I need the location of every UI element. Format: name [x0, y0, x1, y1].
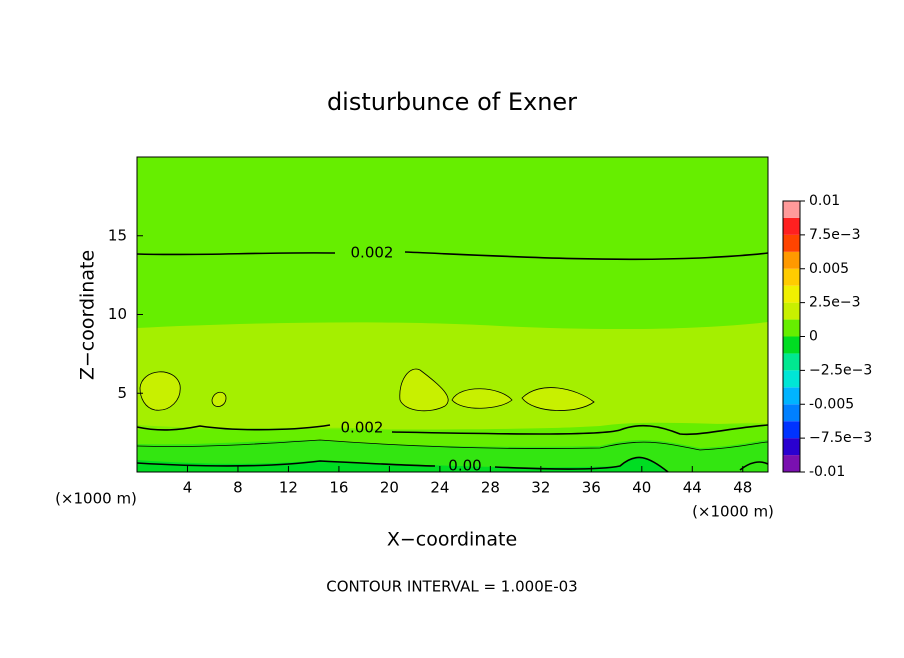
- colorbar-swatch: [783, 353, 800, 371]
- colorbar-tick-label: -0.005: [809, 396, 854, 412]
- contour-field: [136, 157, 769, 473]
- x-tick-label: 8: [233, 479, 243, 497]
- colorbar-tick-label: 0.01: [809, 193, 840, 209]
- field-region: [212, 392, 226, 407]
- x-tick-label: 4: [183, 479, 193, 497]
- colorbar-swatch: [783, 370, 800, 388]
- x-tick-label: 28: [481, 479, 500, 497]
- x-unit: (×1000 m): [692, 503, 774, 521]
- colorbar-swatch: [783, 251, 800, 269]
- x-tick-label: 32: [531, 479, 550, 497]
- colorbar-tick-label: 0.005: [809, 261, 849, 277]
- colorbar-swatch: [783, 201, 800, 218]
- colorbar-tick-label: −7.5e−3: [809, 430, 872, 446]
- contour-label: 0.00: [448, 457, 481, 475]
- x-tick-label: 20: [380, 479, 399, 497]
- field-region: [140, 371, 181, 411]
- x-tick-label: 40: [632, 479, 651, 497]
- x-tick-label: 16: [329, 479, 348, 497]
- x-tick-label: 44: [683, 479, 702, 497]
- colorbar-swatch: [783, 336, 800, 354]
- colorbar-swatch: [783, 421, 800, 439]
- colorbar-swatch: [783, 319, 800, 337]
- colorbar-tick-label: 0: [809, 329, 818, 345]
- chart-title: disturbunce of Exner: [327, 88, 577, 116]
- annotation: CONTOUR INTERVAL = 1.000E-03: [326, 578, 577, 596]
- y-tick-label: 15: [108, 226, 127, 244]
- colorbar-swatch: [783, 438, 800, 456]
- colorbar-swatch: [783, 285, 800, 303]
- contour-line: [136, 251, 769, 261]
- x-tick-label: 36: [582, 479, 601, 497]
- colorbar-tick-label: −2.5e−3: [809, 362, 872, 378]
- contour-line: [139, 368, 595, 412]
- y-tick-label: 5: [117, 384, 127, 402]
- colorbar-swatch: [783, 234, 800, 252]
- colorbar-swatch: [783, 387, 800, 405]
- x-axis-title: X−coordinate: [387, 529, 517, 551]
- colorbar-swatch: [783, 217, 800, 235]
- x-tick-label: 48: [733, 479, 752, 497]
- colorbar-tick-label: 7.5e−3: [809, 227, 861, 243]
- field-region: [399, 369, 449, 411]
- field-region: [452, 388, 512, 409]
- y-axis-title: Z−coordinate: [77, 250, 99, 380]
- colorbar-tick-label: -0.01: [809, 464, 845, 480]
- field-region: [137, 322, 768, 430]
- colorbar-swatch: [783, 455, 800, 472]
- colorbar-swatch: [783, 268, 800, 286]
- colorbar-tick-label: 2.5e−3: [809, 295, 861, 311]
- colorbar-swatch: [783, 404, 800, 422]
- contour-line: [136, 439, 769, 451]
- x-tick-label: 24: [430, 479, 449, 497]
- y-tick-label: 10: [108, 305, 127, 323]
- contour-label: 0.002: [341, 419, 384, 437]
- colorbar-swatch: [783, 302, 800, 320]
- field-region: [522, 387, 594, 411]
- y-unit: (×1000 m): [55, 490, 137, 508]
- contour-line: [136, 424, 769, 436]
- x-tick-label: 12: [279, 479, 298, 497]
- contour-label: 0.002: [351, 244, 394, 262]
